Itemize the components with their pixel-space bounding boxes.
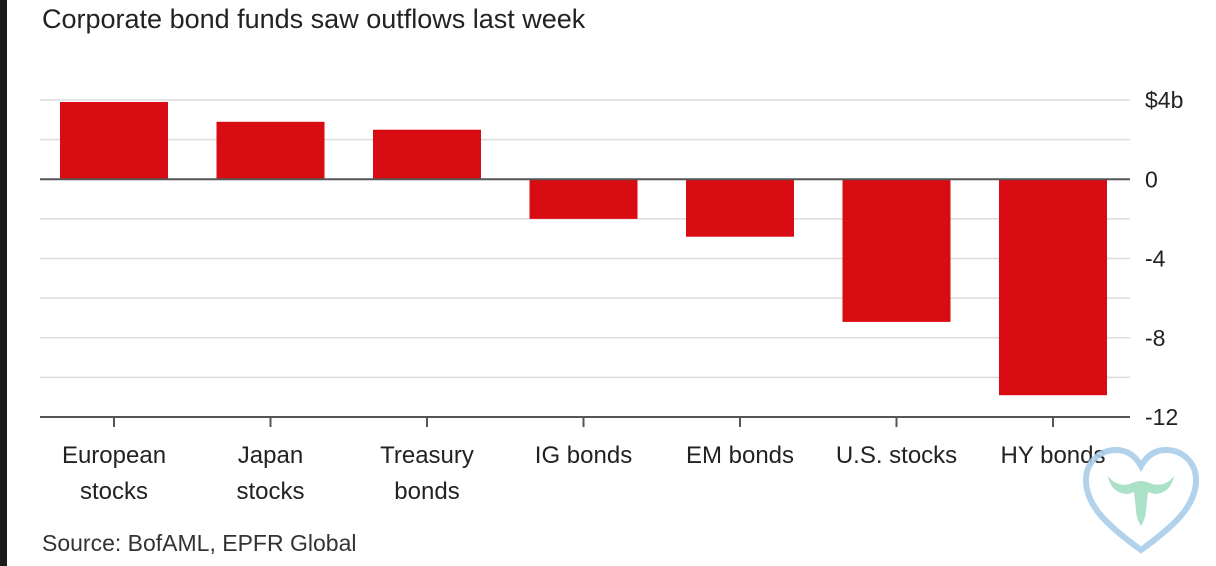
left-edge-strip	[0, 0, 7, 566]
x-category-label: European stocks	[62, 442, 166, 505]
bar	[529, 179, 638, 219]
x-category-label: Japan stocks	[236, 442, 304, 505]
bar	[373, 129, 481, 180]
axis-layer	[40, 178, 1130, 427]
grid-layer	[40, 99, 1130, 379]
bar	[216, 121, 325, 180]
y-tick-label: 0	[1145, 166, 1158, 192]
chart-title: Corporate bond funds saw outflows last w…	[42, 4, 586, 34]
bar	[686, 179, 794, 237]
y-tick-label: -12	[1145, 404, 1178, 430]
bar	[60, 101, 168, 180]
y-tick-label: -4	[1145, 246, 1166, 272]
x-category-label: IG bonds	[535, 442, 632, 469]
x-category-label: EM bonds	[686, 442, 794, 469]
x-category-label: Treasury bonds	[380, 442, 474, 505]
chart-source: Source: BofAML, EPFR Global	[42, 530, 357, 556]
bar	[842, 179, 951, 322]
heart-bull-logo-icon	[1078, 444, 1204, 561]
bar	[999, 179, 1107, 396]
y-tick-label: -8	[1145, 325, 1165, 351]
bar-layer	[60, 101, 1107, 396]
y-tick-label: $4b	[1145, 87, 1183, 113]
x-category-label: U.S. stocks	[836, 442, 957, 469]
